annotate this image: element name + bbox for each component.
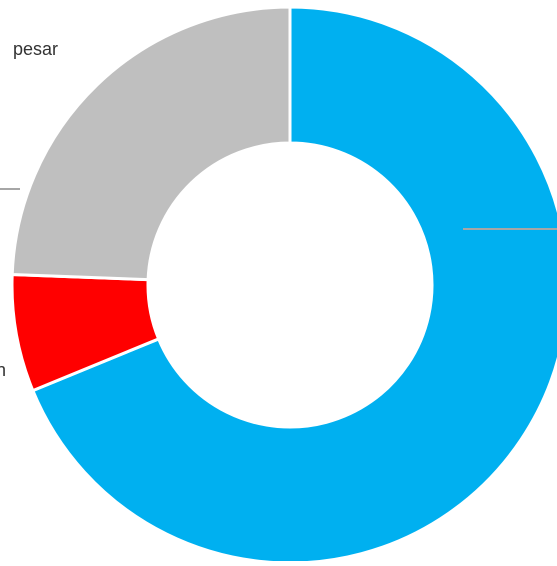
donut-slice-3 <box>10 5 292 282</box>
donut-slice-1 <box>30 5 557 565</box>
partial-label-top-left: pesar <box>13 39 58 59</box>
leader-lines-layer <box>0 188 557 230</box>
partial-label-left: n <box>0 360 6 380</box>
slices-layer <box>10 5 557 565</box>
